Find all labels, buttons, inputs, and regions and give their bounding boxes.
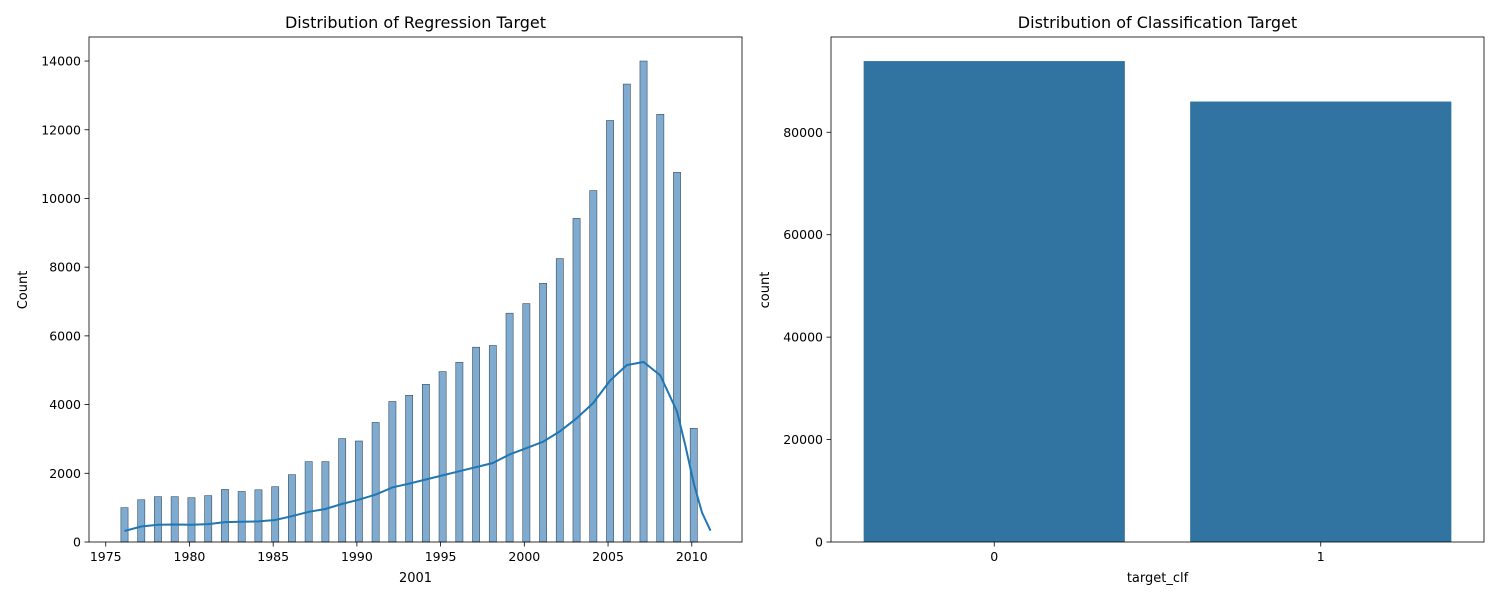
x-tick-label: 2000 xyxy=(508,549,540,564)
classification-x-axis-label: target_clf xyxy=(1127,571,1189,586)
y-tick-label: 12000 xyxy=(41,122,81,137)
y-tick-label: 40000 xyxy=(783,330,823,345)
histogram-bar xyxy=(572,218,581,543)
regression-y-ticks: 0 2000 4000 6000 8000 10000 12000 14000 xyxy=(41,54,89,550)
kde-curve xyxy=(124,360,712,532)
histogram-bar xyxy=(505,312,514,543)
y-tick-label: 20000 xyxy=(783,432,823,447)
histogram-bar xyxy=(354,440,363,543)
histogram-bar xyxy=(472,346,481,543)
histogram-bar xyxy=(488,345,497,543)
regression-plot-frame xyxy=(88,36,743,543)
histogram-bars xyxy=(120,60,698,543)
y-tick-label: 8000 xyxy=(49,260,81,275)
histogram-bar xyxy=(120,507,129,543)
y-tick-label: 60000 xyxy=(783,227,823,242)
x-tick-label: 0 xyxy=(990,549,998,564)
y-tick-label: 80000 xyxy=(783,125,823,140)
classification-chart-title: Distribution of Classification Target xyxy=(1018,13,1297,32)
count-bars xyxy=(863,61,1452,542)
classification-y-ticks: 0 20000 40000 60000 80000 xyxy=(783,125,831,550)
histogram-bar xyxy=(237,491,246,543)
histogram-bar xyxy=(187,497,196,543)
histogram-bar xyxy=(656,113,665,543)
x-tick-label: 1 xyxy=(1317,549,1325,564)
histogram-bar xyxy=(455,362,464,543)
histogram-bar xyxy=(321,461,330,543)
histogram-bar xyxy=(154,496,162,543)
histogram-bar xyxy=(371,422,380,543)
histogram-bar xyxy=(288,474,296,543)
x-tick-label: 1980 xyxy=(174,549,206,564)
histogram-bar xyxy=(606,120,614,543)
x-tick-label: 1990 xyxy=(341,549,373,564)
histogram-bar xyxy=(137,499,146,543)
histogram-bar xyxy=(304,461,313,543)
histogram-bar xyxy=(438,371,447,543)
histogram-bar xyxy=(271,486,280,543)
histogram-bar xyxy=(522,303,531,543)
regression-x-ticks: 1975 1980 1985 1990 1995 2000 2005 2010 xyxy=(90,542,708,564)
histogram-bar xyxy=(204,495,213,543)
histogram-bar xyxy=(555,258,564,543)
histogram-bar xyxy=(622,83,631,543)
y-tick-label: 4000 xyxy=(49,397,81,412)
histogram-bar xyxy=(221,489,229,543)
histogram-bar xyxy=(338,438,347,543)
histogram-bar xyxy=(673,172,681,543)
y-tick-label: 0 xyxy=(73,535,81,550)
y-tick-label: 10000 xyxy=(41,191,81,206)
histogram-bar xyxy=(405,395,414,543)
regression-chart-title: Distribution of Regression Target xyxy=(285,13,546,32)
histogram-bar xyxy=(539,283,547,543)
y-tick-label: 6000 xyxy=(49,328,81,343)
x-tick-label: 2010 xyxy=(676,549,708,564)
histogram-bar xyxy=(254,489,263,543)
histogram-bar xyxy=(639,60,648,543)
regression-histogram-panel: Distribution of Regression Target 1975 19… xyxy=(16,13,743,586)
y-tick-label: 2000 xyxy=(49,466,81,481)
x-tick-label: 1995 xyxy=(425,549,457,564)
count-bar xyxy=(863,61,1125,542)
x-tick-label: 2005 xyxy=(592,549,624,564)
x-tick-label: 1975 xyxy=(90,549,122,564)
classification-plot-frame xyxy=(830,36,1485,543)
y-tick-label: 0 xyxy=(815,535,823,550)
histogram-bar xyxy=(170,496,179,543)
regression-y-axis-label: Count xyxy=(16,271,31,310)
histogram-bar xyxy=(388,401,397,543)
count-bar xyxy=(1190,101,1452,542)
histogram-bar xyxy=(421,384,430,543)
histogram-bar xyxy=(589,190,598,543)
y-tick-label: 14000 xyxy=(41,54,81,69)
x-tick-label: 1985 xyxy=(257,549,289,564)
regression-x-axis-label: 2001 xyxy=(399,571,432,586)
classification-y-axis-label: count xyxy=(758,272,773,309)
